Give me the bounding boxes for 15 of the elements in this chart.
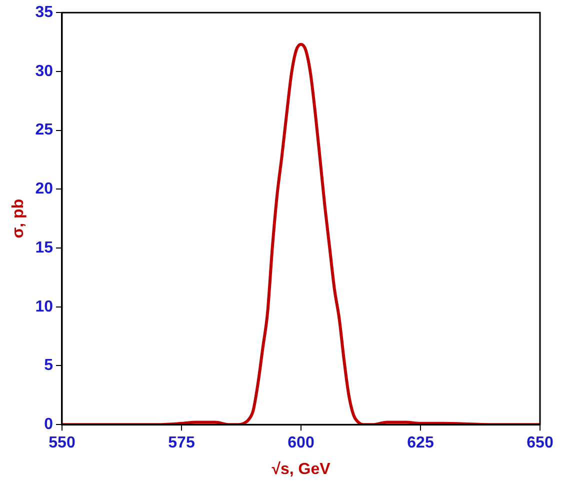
x-tick-label: 550	[48, 434, 76, 452]
x-tick-label: 625	[407, 434, 434, 452]
y-tick-label: 0	[44, 416, 54, 434]
y-tick-label: 25	[35, 122, 54, 139]
x-tick-label: 600	[288, 434, 314, 452]
y-tick-label: 10	[35, 298, 54, 316]
y-tick-label: 35	[35, 4, 54, 22]
x-tick-label: 650	[526, 434, 554, 452]
x-axis-title: √s, GeV	[272, 460, 331, 478]
y-tick-label: 30	[35, 62, 54, 80]
x-tick-label: 575	[168, 434, 195, 452]
y-axis-title: σ, pb	[10, 198, 28, 238]
y-tick-label: 20	[35, 180, 54, 198]
y-tick-label: 15	[35, 239, 54, 256]
y-tick-label: 5	[44, 357, 54, 374]
